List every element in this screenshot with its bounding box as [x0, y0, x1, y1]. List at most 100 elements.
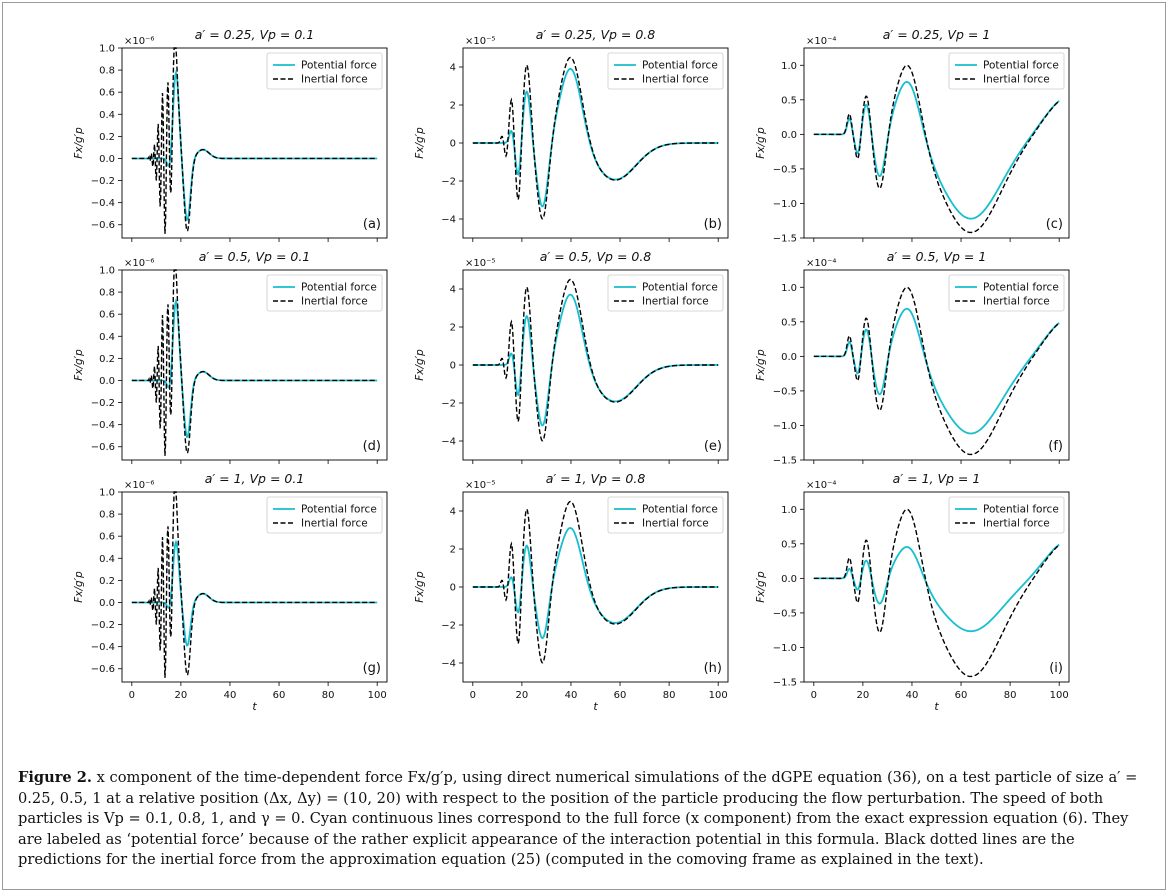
legend-label-inertial: Inertial force [301, 518, 368, 530]
legend-label-potential: Potential force [983, 504, 1059, 516]
y-tick-label: 0.0 [781, 130, 797, 141]
y-tick-label: −1.0 [773, 421, 797, 432]
y-tick-label: −0.2 [91, 176, 115, 187]
axis-exponent: ×10⁻⁶ [124, 36, 154, 47]
y-tick-label: −1.0 [773, 643, 797, 654]
x-tick-label: 100 [709, 690, 728, 701]
legend-label-inertial: Inertial force [983, 518, 1050, 530]
y-tick-label: 0.6 [99, 532, 115, 543]
plot-frame [803, 47, 1070, 239]
legend-label-potential: Potential force [642, 282, 718, 294]
panel-label: (c) [1046, 217, 1063, 232]
panel-title: a′ = 1, Vp = 1 [893, 471, 981, 486]
y-tick-label: −0.2 [91, 620, 115, 631]
y-axis-label: Fx/g′p [414, 349, 426, 381]
panel-title: a′ = 0.5, Vp = 0.1 [199, 249, 311, 264]
series-line-inertial [472, 56, 719, 220]
plot-frame [121, 269, 388, 461]
y-tick-label: −2 [441, 399, 456, 410]
panel-title: a′ = 0.25, Vp = 0.8 [536, 27, 656, 42]
axis-exponent: ×10⁻⁵ [465, 258, 495, 269]
x-axis-label: t [593, 700, 598, 713]
x-tick-label: 20 [857, 690, 870, 701]
y-tick-label: 0.8 [99, 510, 115, 521]
panel-title: a′ = 0.25, Vp = 1 [883, 27, 991, 42]
panel-label: (d) [363, 439, 381, 454]
panel-e: a′ = 0.5, Vp = 0.8 ×10⁻⁵ Fx/g′p −4 −2 0 2 4 (e) P… [414, 249, 729, 464]
y-tick-label: −0.6 [91, 220, 115, 231]
y-tick-label: 0.0 [99, 598, 115, 609]
axis-exponent: ×10⁻⁴ [806, 258, 836, 269]
y-tick-label: 2 [450, 101, 456, 112]
y-tick-label: 1.0 [781, 505, 797, 516]
y-tick-label: −0.5 [773, 164, 797, 175]
y-axis-label: Fx/g′p [755, 127, 767, 159]
panel-label: (h) [704, 661, 722, 676]
series-line-inertial [131, 491, 378, 678]
x-tick-label: 40 [224, 690, 237, 701]
panel-title: a′ = 1, Vp = 0.8 [546, 471, 646, 486]
legend-box [266, 274, 383, 312]
y-tick-label: 0.8 [99, 66, 115, 77]
legend-box [607, 52, 724, 90]
x-axis-label: t [252, 700, 257, 713]
legend-label-potential: Potential force [983, 60, 1059, 72]
panel-title: a′ = 1, Vp = 0.1 [205, 471, 305, 486]
x-tick-label: 40 [906, 690, 919, 701]
x-tick-label: 40 [565, 690, 578, 701]
y-tick-label: 0 [450, 583, 456, 594]
y-tick-label: 1.0 [99, 266, 115, 277]
x-axis-label: t [934, 700, 939, 713]
y-tick-label: −0.4 [91, 642, 115, 653]
panel-label: (f) [1048, 439, 1063, 454]
axis-exponent: ×10⁻⁵ [465, 480, 495, 491]
legend-box [266, 496, 383, 534]
y-tick-label: 0.5 [781, 95, 797, 106]
x-tick-label: 80 [1004, 690, 1017, 701]
series-line-inertial [472, 500, 719, 664]
figure-caption: Figure 2. x component of the time-depend… [18, 768, 1148, 871]
legend-label-inertial: Inertial force [642, 296, 709, 308]
legend-box [266, 52, 383, 90]
legend-label-potential: Potential force [301, 60, 377, 72]
y-tick-label: −1.5 [773, 678, 797, 689]
x-tick-label: 20 [175, 690, 188, 701]
legend-label-inertial: Inertial force [983, 296, 1050, 308]
y-tick-label: 0.6 [99, 88, 115, 99]
panel-d: a′ = 0.5, Vp = 0.1 ×10⁻⁶ Fx/g′p −0.6 −0.4 −0.… [73, 249, 388, 464]
series-line-inertial [813, 64, 1060, 234]
y-tick-label: 1.0 [99, 44, 115, 55]
series-line-inertial [131, 269, 378, 456]
panel-title: a′ = 0.5, Vp = 1 [887, 249, 987, 264]
y-tick-label: −0.4 [91, 198, 115, 209]
legend-label-inertial: Inertial force [642, 74, 709, 86]
y-tick-label: 0 [450, 361, 456, 372]
y-axis-label: Fx/g′p [755, 349, 767, 381]
panel-title: a′ = 0.25, Vp = 0.1 [195, 27, 314, 42]
series-line-inertial [472, 278, 719, 442]
legend-label-inertial: Inertial force [983, 74, 1050, 86]
series-line-inertial [131, 47, 378, 234]
legend-label-inertial: Inertial force [642, 518, 709, 530]
x-tick-label: 80 [663, 690, 676, 701]
x-tick-label: 80 [322, 690, 335, 701]
y-tick-label: 0.5 [781, 317, 797, 328]
legend-label-inertial: Inertial force [301, 74, 368, 86]
y-tick-label: 0.4 [99, 332, 115, 343]
y-tick-label: 0.4 [99, 110, 115, 121]
y-tick-label: −1.0 [773, 199, 797, 210]
legend-box [607, 274, 724, 312]
plot-frame [121, 491, 388, 683]
x-tick-label: 20 [516, 690, 529, 701]
series-line-inertial [813, 286, 1060, 456]
axis-exponent: ×10⁻⁶ [124, 480, 154, 491]
panel-title: a′ = 0.5, Vp = 0.8 [540, 249, 652, 264]
x-tick-label: 100 [368, 690, 387, 701]
axis-exponent: ×10⁻⁶ [124, 258, 154, 269]
panel-f: a′ = 0.5, Vp = 1 ×10⁻⁴ Fx/g′p −1.5 −1.0 −0.5 0… [755, 249, 1070, 467]
series-line-potential [472, 67, 719, 208]
x-tick-label: 60 [614, 690, 627, 701]
y-tick-label: 4 [450, 285, 456, 296]
